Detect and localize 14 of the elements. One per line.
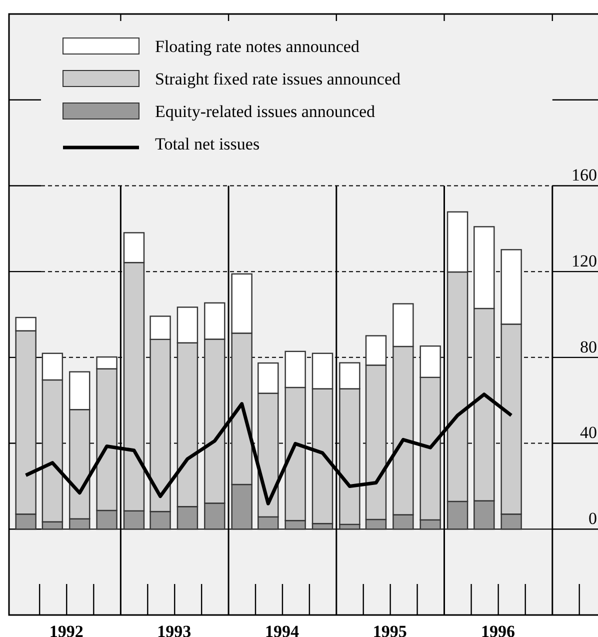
legend-label: Total net issues (155, 134, 260, 154)
y-tick-label: 160 (572, 166, 597, 185)
y-tick-label: 0 (588, 509, 597, 528)
legend-label: Straight fixed rate issues announced (155, 70, 401, 88)
x-tick-label: 1996 (481, 622, 516, 637)
y-tick-label: 80 (580, 337, 597, 356)
y-tick-label: 40 (580, 423, 597, 442)
legend-label: Equity-related issues announced (155, 102, 376, 121)
y-tick-label: 120 (572, 251, 597, 270)
x-tick-label: 1994 (265, 622, 300, 637)
x-tick-label: 1995 (372, 622, 407, 637)
legend-label: Floating rate notes announced (155, 37, 360, 56)
x-tick-label: 1992 (49, 622, 84, 637)
x-tick-label: 1993 (157, 622, 192, 637)
